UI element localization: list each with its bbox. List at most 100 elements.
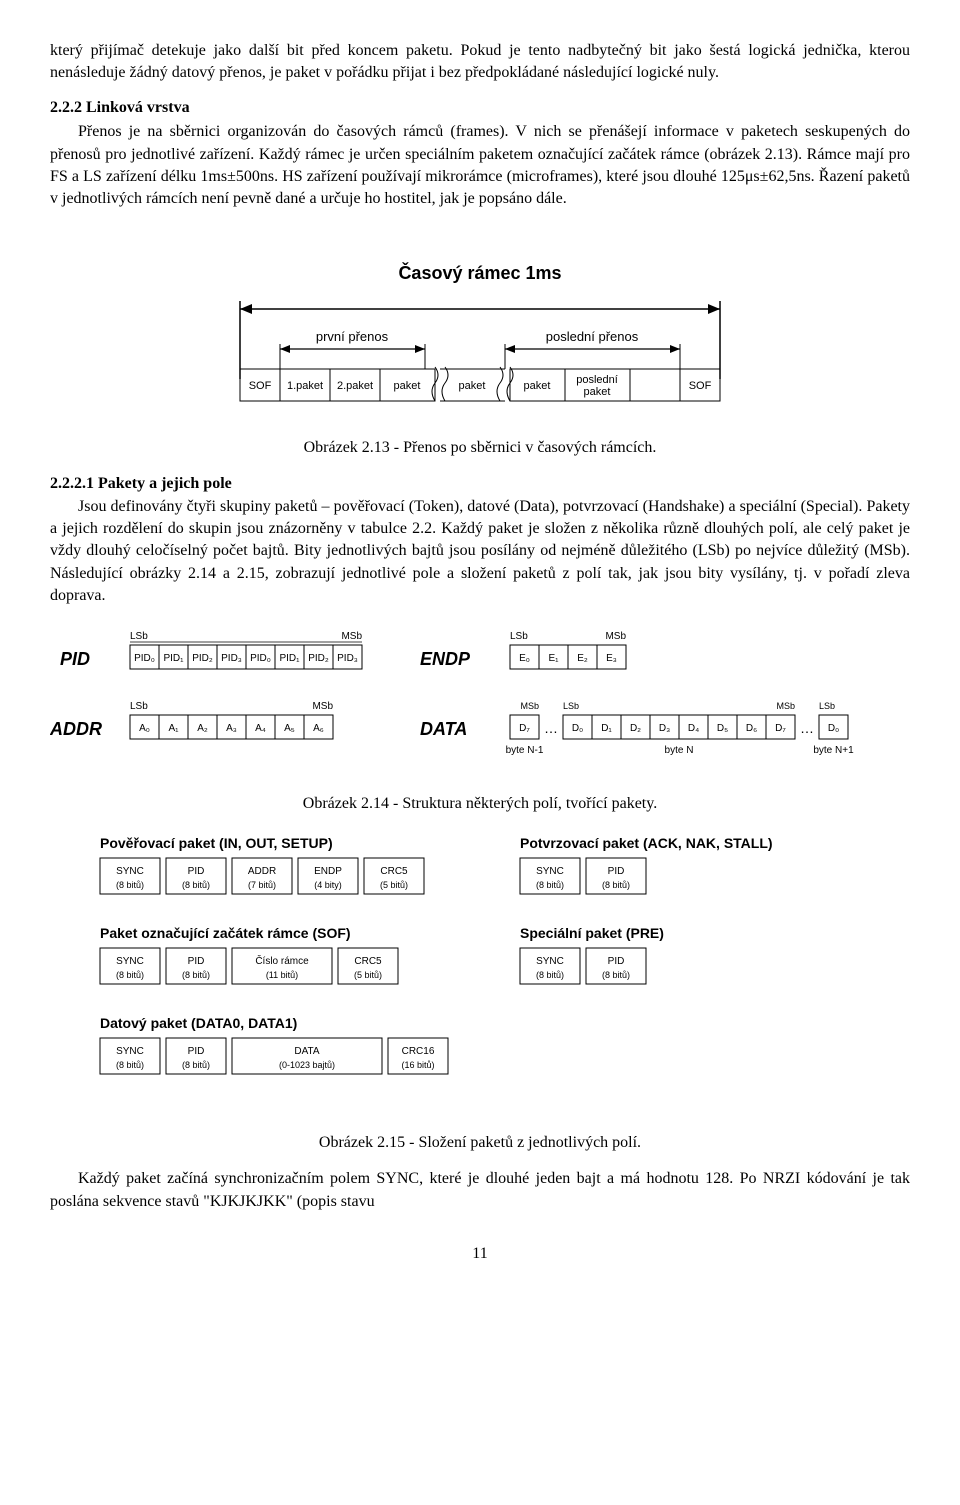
svg-text:(8 bitů): (8 bitů) (182, 880, 210, 890)
svg-text:ENDP: ENDP (314, 866, 342, 877)
svg-text:D₁: D₁ (601, 723, 612, 734)
svg-text:DATA: DATA (420, 719, 467, 739)
svg-text:(8 bitů): (8 bitů) (116, 1060, 144, 1070)
svg-text:PID₁: PID₁ (279, 653, 300, 664)
svg-text:první přenos: první přenos (316, 329, 389, 344)
figure-214-caption: Obrázek 2.14 - Struktura některých polí,… (50, 793, 910, 815)
svg-text:D₃: D₃ (659, 723, 670, 734)
final-paragraph: Každý paket začíná synchronizačním polem… (50, 1168, 910, 1213)
page-number: 11 (50, 1243, 910, 1265)
svg-text:SYNC: SYNC (536, 956, 564, 967)
svg-text:SYNC: SYNC (536, 866, 564, 877)
svg-text:SOF: SOF (689, 380, 712, 392)
svg-text:(16 bitů): (16 bitů) (401, 1060, 434, 1070)
svg-text:…: … (800, 720, 814, 736)
svg-text:(0-1023 bajtů): (0-1023 bajtů) (279, 1060, 335, 1070)
svg-text:CRC5: CRC5 (380, 866, 408, 877)
figure-213-frame-diagram: Časový rámec 1ms první přenos poslední p… (180, 229, 780, 419)
svg-text:D₇: D₇ (775, 723, 786, 734)
svg-text:PID: PID (188, 866, 205, 877)
svg-text:(8 bitů): (8 bitů) (536, 970, 564, 980)
svg-text:poslední: poslední (576, 374, 618, 386)
svg-text:PID₁: PID₁ (163, 653, 184, 664)
svg-text:MSb: MSb (312, 701, 333, 712)
svg-text:Časový rámec 1ms: Časový rámec 1ms (398, 262, 561, 283)
svg-text:paket: paket (394, 380, 421, 392)
svg-text:MSb: MSb (605, 631, 626, 642)
svg-text:PID: PID (188, 956, 205, 967)
svg-text:E₀: E₀ (519, 653, 530, 664)
svg-text:byte N+1: byte N+1 (813, 745, 854, 756)
svg-text:PID₃: PID₃ (221, 653, 242, 664)
svg-text:SOF: SOF (249, 380, 272, 392)
intro-paragraph: který přijímač detekuje jako další bit p… (50, 40, 910, 85)
svg-text:LSb: LSb (130, 701, 148, 712)
svg-text:(8 bitů): (8 bitů) (182, 1060, 210, 1070)
figure-213-caption: Obrázek 2.13 - Přenos po sběrnici v časo… (50, 437, 910, 459)
svg-text:PID₂: PID₂ (192, 653, 213, 664)
svg-text:ADDR: ADDR (50, 719, 102, 739)
svg-text:D₂: D₂ (630, 723, 641, 734)
svg-text:(7 bitů): (7 bitů) (248, 880, 276, 890)
svg-text:(8 bitů): (8 bitů) (536, 880, 564, 890)
figure-215-packets-diagram: Pověřovací paket (IN, OUT, SETUP) SYNC (8 … (70, 834, 890, 1114)
svg-text:PID: PID (60, 649, 90, 669)
svg-text:Speciální paket (PRE): Speciální paket (PRE) (520, 925, 664, 941)
section-222-title: 2.2.2 Linková vrstva (50, 97, 910, 119)
svg-text:paket: paket (524, 380, 551, 392)
svg-text:(8 bitů): (8 bitů) (116, 880, 144, 890)
svg-text:PID₃: PID₃ (337, 653, 358, 664)
svg-text:(8 bitů): (8 bitů) (602, 970, 630, 980)
svg-text:D₆: D₆ (746, 723, 757, 734)
svg-text:PID: PID (188, 1046, 205, 1057)
svg-text:1.paket: 1.paket (287, 380, 323, 392)
svg-text:A₀: A₀ (139, 723, 150, 734)
svg-text:Paket označující začátek rámce: Paket označující začátek rámce (SOF) (100, 925, 351, 941)
svg-text:E₂: E₂ (577, 653, 588, 664)
svg-text:(8 bitů): (8 bitů) (116, 970, 144, 980)
svg-text:D₀: D₀ (572, 723, 583, 734)
svg-text:(5 bitů): (5 bitů) (380, 880, 408, 890)
svg-text:ENDP: ENDP (420, 649, 471, 669)
svg-text:PID: PID (608, 956, 625, 967)
svg-text:SYNC: SYNC (116, 866, 144, 877)
svg-text:A₅: A₅ (284, 723, 295, 734)
section-2221-paragraph: Jsou definovány čtyři skupiny paketů – p… (50, 496, 910, 608)
svg-text:CRC5: CRC5 (354, 956, 382, 967)
svg-text:LSb: LSb (563, 701, 579, 711)
svg-text:PID: PID (608, 866, 625, 877)
svg-text:MSb: MSb (520, 701, 539, 711)
svg-text:Potvrzovací paket (ACK, NAK, S: Potvrzovací paket (ACK, NAK, STALL) (520, 835, 773, 851)
svg-text:D₄: D₄ (688, 723, 699, 734)
svg-text:A₂: A₂ (197, 723, 208, 734)
svg-text:E₃: E₃ (606, 653, 617, 664)
svg-text:paket: paket (584, 386, 611, 398)
svg-text:(4 bity): (4 bity) (314, 880, 342, 890)
svg-text:poslední přenos: poslední přenos (546, 329, 639, 344)
svg-text:D₇: D₇ (519, 723, 530, 734)
section-222-paragraph: Přenos je na sběrnici organizován do čas… (50, 121, 910, 211)
svg-text:SYNC: SYNC (116, 956, 144, 967)
svg-text:(5 bitů): (5 bitů) (354, 970, 382, 980)
svg-text:(8 bitů): (8 bitů) (602, 880, 630, 890)
svg-text:(11 bitů): (11 bitů) (266, 970, 298, 980)
svg-text:LSb: LSb (510, 631, 528, 642)
svg-text:A₁: A₁ (168, 723, 179, 734)
svg-text:LSb: LSb (819, 701, 835, 711)
svg-text:D₅: D₅ (717, 723, 728, 734)
svg-text:MSb: MSb (776, 701, 795, 711)
figure-214-fields-diagram: PID LSb MSb PID₀PID₁PID₂PID₃PID₀PID₁PID₂… (50, 625, 910, 775)
svg-text:PID₀: PID₀ (134, 653, 155, 664)
svg-text:PID₂: PID₂ (308, 653, 329, 664)
svg-text:Pověřovací paket (IN, OUT, SET: Pověřovací paket (IN, OUT, SETUP) (100, 835, 333, 851)
svg-text:LSb: LSb (130, 631, 148, 642)
svg-text:(8 bitů): (8 bitů) (182, 970, 210, 980)
svg-text:…: … (544, 720, 558, 736)
svg-text:2.paket: 2.paket (337, 380, 373, 392)
svg-text:D₀: D₀ (828, 723, 839, 734)
svg-text:A₄: A₄ (255, 723, 266, 734)
figure-215-caption: Obrázek 2.15 - Složení paketů z jednotli… (50, 1132, 910, 1154)
svg-text:MSb: MSb (341, 631, 362, 642)
svg-text:DATA: DATA (294, 1046, 320, 1057)
svg-text:byte N-1: byte N-1 (506, 745, 544, 756)
